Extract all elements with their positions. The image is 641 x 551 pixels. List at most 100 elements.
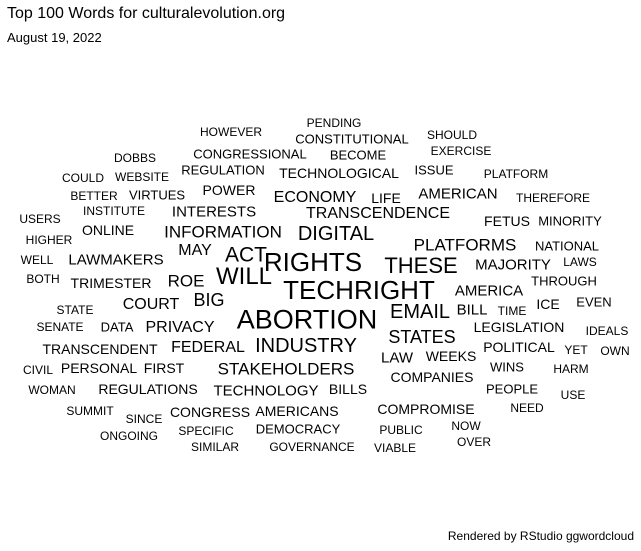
word-states: STATES: [388, 327, 456, 347]
word-platform: PLATFORM: [483, 167, 549, 181]
word-congress: CONGRESS: [169, 404, 251, 420]
word-will: WILL: [215, 263, 273, 290]
word-regulations: REGULATIONS: [98, 381, 198, 397]
word-companies: COMPANIES: [390, 369, 474, 385]
word-since: SINCE: [125, 412, 163, 426]
word-may: MAY: [178, 242, 212, 259]
word-through: THROUGH: [531, 273, 597, 289]
word-therefore: THEREFORE: [515, 191, 591, 205]
word-now: NOW: [451, 419, 481, 433]
word-lawmakers: LAWMAKERS: [68, 251, 164, 269]
word-institute: INSTITUTE: [83, 204, 145, 218]
word-americans: AMERICANS: [255, 403, 339, 419]
word-become: BECOME: [329, 147, 387, 163]
word-similar: SIMILAR: [190, 440, 240, 454]
word-need: NEED: [510, 401, 544, 415]
word-information: INFORMATION: [164, 222, 282, 242]
word-america: AMERICA: [454, 282, 524, 300]
word-compromise: COMPROMISE: [377, 401, 475, 417]
word-ongoing: ONGOING: [99, 429, 159, 443]
word-these: THESE: [384, 253, 458, 278]
word-transcendent: TRANSCENDENT: [42, 341, 158, 357]
word-summit: SUMMIT: [66, 404, 114, 418]
word-better: BETTER: [70, 189, 118, 203]
chart-subtitle: August 19, 2022: [7, 30, 102, 45]
word-email: EMAIL: [389, 301, 451, 323]
word-governance: GOVERNANCE: [269, 440, 355, 454]
word-data: DATA: [100, 319, 134, 335]
word-democracy: DEMOCRACY: [255, 421, 341, 437]
word-ideals: IDEALS: [585, 324, 629, 338]
word-own: OWN: [600, 344, 630, 358]
word-however: HOWEVER: [199, 125, 263, 139]
word-techright: TECHRIGHT: [283, 275, 435, 305]
word-specific: SPECIFIC: [178, 424, 234, 438]
word-big: BIG: [193, 290, 225, 310]
word-life: LIFE: [371, 190, 401, 206]
word-act: ACT: [225, 243, 267, 267]
word-wins: WINS: [490, 359, 524, 375]
word-civil: CIVIL: [22, 363, 54, 377]
word-roe: ROE: [167, 271, 205, 291]
word-senate: SENATE: [36, 320, 84, 334]
word-people: PEOPLE: [485, 381, 539, 397]
word-use: USE: [560, 388, 586, 402]
word-legislation: LEGISLATION: [473, 319, 565, 335]
word-technological: TECHNOLOGICAL: [279, 165, 399, 181]
word-users: USERS: [19, 212, 61, 226]
word-dobbs: DOBBS: [113, 151, 157, 165]
word-national: NATIONAL: [534, 238, 600, 254]
word-virtues: VIRTUES: [128, 187, 186, 203]
word-digital: DIGITAL: [297, 223, 375, 245]
word-interests: INTERESTS: [171, 203, 257, 221]
word-rights: RIGHTS: [263, 247, 363, 277]
word-bill: BILL: [456, 301, 488, 319]
word-woman: WOMAN: [28, 383, 76, 397]
chart-title: Top 100 Words for culturalevolution.org: [7, 5, 286, 22]
word-both: BOTH: [26, 272, 60, 286]
word-court: COURT: [122, 296, 180, 313]
word-should: SHOULD: [426, 128, 478, 142]
word-over: OVER: [456, 435, 492, 449]
word-harm: HARM: [553, 362, 589, 376]
word-majority: MAJORITY: [475, 256, 551, 274]
word-personal: PERSONAL: [60, 360, 138, 376]
word-well: WELL: [20, 253, 54, 267]
word-economy: ECONOMY: [273, 189, 357, 206]
word-yet: YET: [564, 343, 588, 357]
word-fetus: FETUS: [484, 213, 530, 229]
word-laws: LAWS: [563, 255, 597, 269]
word-federal: FEDERAL: [171, 339, 245, 356]
word-trimester: TRIMESTER: [70, 275, 152, 291]
word-pending: PENDING: [306, 116, 362, 130]
word-time: TIME: [497, 304, 527, 318]
word-power: POWER: [202, 182, 256, 198]
word-regulation: REGULATION: [181, 162, 265, 178]
word-privacy: PRIVACY: [145, 319, 215, 336]
word-technology: TECHNOLOGY: [213, 382, 319, 400]
word-issue: ISSUE: [414, 162, 454, 178]
word-higher: HIGHER: [25, 233, 73, 247]
word-website: WEBSITE: [114, 170, 170, 184]
word-constitutional: CONSTITUTIONAL: [295, 131, 409, 147]
word-political: POLITICAL: [483, 339, 555, 355]
word-public: PUBLIC: [379, 423, 423, 437]
word-viable: VIABLE: [373, 441, 417, 455]
word-abortion: ABORTION: [236, 304, 378, 335]
word-ice: ICE: [536, 296, 560, 312]
word-bills: BILLS: [328, 381, 368, 397]
word-industry: INDUSTRY: [255, 335, 357, 357]
render-credit: Rendered by RStudio ggwordcloud: [447, 529, 634, 543]
word-minority: MINORITY: [538, 213, 602, 229]
word-could: COULD: [61, 171, 105, 185]
word-law: LAW: [381, 349, 413, 367]
word-transcendence: TRANSCENDENCE: [305, 205, 451, 222]
word-first: FIRST: [143, 360, 185, 376]
word-state: STATE: [56, 303, 94, 317]
word-american: AMERICAN: [418, 185, 498, 203]
word-stakeholders: STAKEHOLDERS: [217, 359, 355, 379]
word-platforms: PLATFORMS: [413, 235, 517, 255]
word-exercise: EXERCISE: [430, 144, 492, 158]
word-weeks: WEEKS: [425, 348, 477, 364]
